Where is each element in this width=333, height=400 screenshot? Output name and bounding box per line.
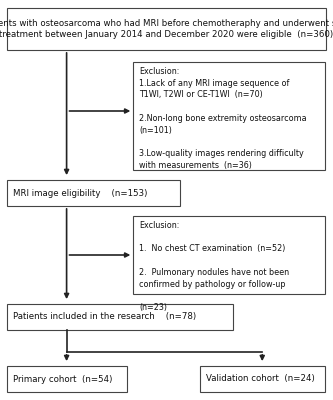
Text: Primary cohort  (n=54): Primary cohort (n=54) [13, 374, 112, 384]
FancyBboxPatch shape [133, 216, 325, 294]
FancyBboxPatch shape [200, 366, 325, 392]
Text: All patients with osteosarcoma who had MRI before chemotheraphy and underwent su: All patients with osteosarcoma who had M… [0, 18, 333, 39]
FancyBboxPatch shape [7, 8, 326, 50]
FancyBboxPatch shape [7, 180, 180, 206]
Text: Exclusion:

1.  No chest CT examination  (n=52)

2.  Pulmonary nodules have not : Exclusion: 1. No chest CT examination (n… [139, 221, 289, 312]
FancyBboxPatch shape [7, 366, 127, 392]
FancyBboxPatch shape [7, 304, 233, 330]
Text: Validation cohort  (n=24): Validation cohort (n=24) [206, 374, 315, 384]
FancyBboxPatch shape [133, 62, 325, 170]
Text: Exclusion:
1.Lack of any MRI image sequence of
T1WI, T2WI or CE-T1WI  (n=70)

2.: Exclusion: 1.Lack of any MRI image seque… [139, 67, 307, 170]
Text: MRI image eligibility    (n=153): MRI image eligibility (n=153) [13, 188, 147, 198]
Text: Patients included in the research    (n=78): Patients included in the research (n=78) [13, 312, 196, 322]
